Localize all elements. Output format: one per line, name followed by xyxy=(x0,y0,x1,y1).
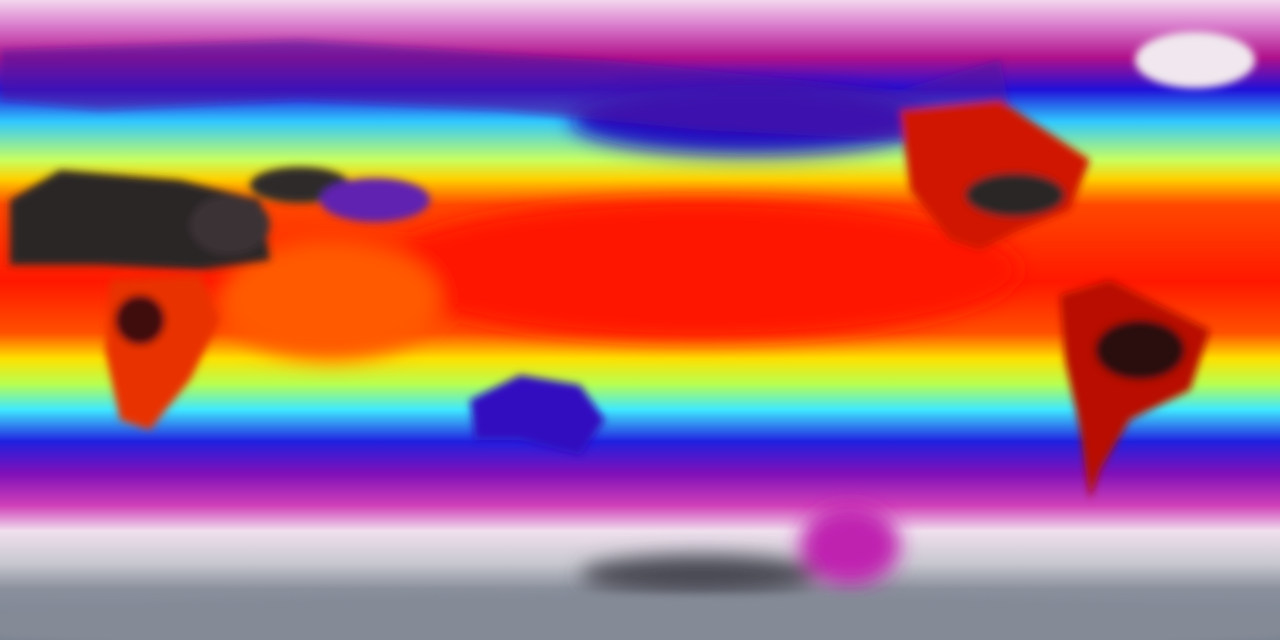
equatorial-pacific-warm xyxy=(380,200,1020,340)
australia xyxy=(470,375,605,455)
southern-grey-swirl xyxy=(580,555,820,595)
land-masses xyxy=(0,32,1280,640)
arabia-desert xyxy=(190,195,270,255)
north-america-desert xyxy=(965,173,1065,217)
eurasia-north xyxy=(0,40,1010,140)
amazon-dark xyxy=(1095,320,1185,380)
antarctica xyxy=(0,595,1280,640)
indian-ocean-warm xyxy=(220,240,440,360)
pacific-magenta-tongue xyxy=(800,505,900,585)
africa-central-dark xyxy=(115,295,165,345)
tibet-plateau xyxy=(320,178,430,222)
greenland xyxy=(1135,32,1255,88)
